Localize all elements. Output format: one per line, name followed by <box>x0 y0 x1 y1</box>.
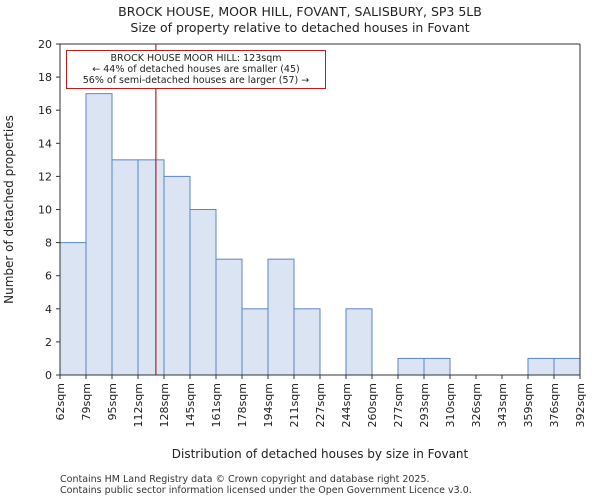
x-tick-label-161sqm: 161sqm <box>210 383 223 427</box>
bar-178sqm <box>241 308 269 376</box>
x-tick-label-244sqm: 244sqm <box>340 383 353 427</box>
x-tick-label-310sqm: 310sqm <box>444 383 457 427</box>
annotation-line-3: 56% of semi-detached houses are larger (… <box>82 75 310 86</box>
x-tick-label-326sqm: 326sqm <box>470 383 483 427</box>
x-tick-label-376sqm: 376sqm <box>548 383 561 427</box>
bar-359sqm <box>527 357 555 376</box>
x-tick-label-227sqm: 227sqm <box>314 383 327 427</box>
bar-112sqm <box>137 159 165 376</box>
x-tick-label-293sqm: 293sqm <box>418 383 431 427</box>
x-tick-label-343sqm: 343sqm <box>496 383 509 427</box>
x-axis-label: Distribution of detached houses by size … <box>172 447 469 461</box>
bar-293sqm <box>423 357 451 376</box>
x-tick-label-178sqm: 178sqm <box>236 383 249 427</box>
y-axis-label: Number of detached properties <box>2 115 16 304</box>
bar-79sqm <box>85 93 113 376</box>
chart-subtitle: Size of property relative to detached ho… <box>130 20 470 35</box>
bar-211sqm <box>293 308 321 376</box>
bar-95sqm <box>111 159 139 376</box>
x-tick-label-128sqm: 128sqm <box>158 383 171 427</box>
x-tick-label-359sqm: 359sqm <box>522 383 535 427</box>
chart-title: BROCK HOUSE, MOOR HILL, FOVANT, SALISBUR… <box>118 4 482 19</box>
x-tick-label-211sqm: 211sqm <box>288 383 301 427</box>
x-tick-label-145sqm: 145sqm <box>184 383 197 427</box>
bar-145sqm <box>189 209 217 376</box>
y-tick-label-18: 18 <box>38 71 52 84</box>
y-tick-label-8: 8 <box>45 237 52 250</box>
annotation-line-1: BROCK HOUSE MOOR HILL: 123sqm <box>110 53 282 64</box>
y-tick-label-10: 10 <box>38 204 52 217</box>
bar-244sqm <box>345 308 373 376</box>
bar-194sqm <box>267 258 295 376</box>
y-tick-label-4: 4 <box>45 303 52 316</box>
footer-line-2: Contains public sector information licen… <box>60 485 472 496</box>
x-tick-label-112sqm: 112sqm <box>132 383 145 427</box>
y-tick-label-2: 2 <box>45 336 52 349</box>
bar-62sqm <box>59 242 87 376</box>
y-tick-label-6: 6 <box>45 270 52 283</box>
x-tick-label-260sqm: 260sqm <box>366 383 379 427</box>
x-tick-label-62sqm: 62sqm <box>54 383 67 420</box>
x-tick-label-79sqm: 79sqm <box>80 383 93 420</box>
x-tick-label-194sqm: 194sqm <box>262 383 275 427</box>
x-tick-label-277sqm: 277sqm <box>392 383 405 427</box>
y-tick-label-14: 14 <box>38 137 52 150</box>
footer-line-1: Contains HM Land Registry data © Crown c… <box>60 474 430 485</box>
y-tick-label-16: 16 <box>38 104 52 117</box>
x-tick-label-392sqm: 392sqm <box>574 383 587 427</box>
annotation-line-2: ← 44% of detached houses are smaller (45… <box>92 64 300 75</box>
marker-annotation-box: BROCK HOUSE MOOR HILL: 123sqm ← 44% of d… <box>66 50 326 89</box>
bar-128sqm <box>163 175 191 376</box>
bar-277sqm <box>397 357 425 376</box>
y-tick-label-12: 12 <box>38 170 52 183</box>
bar-376sqm <box>553 357 581 376</box>
y-tick-label-20: 20 <box>38 38 52 51</box>
x-tick-label-95sqm: 95sqm <box>106 383 119 420</box>
bar-161sqm <box>215 258 243 376</box>
y-tick-label-0: 0 <box>45 369 52 382</box>
